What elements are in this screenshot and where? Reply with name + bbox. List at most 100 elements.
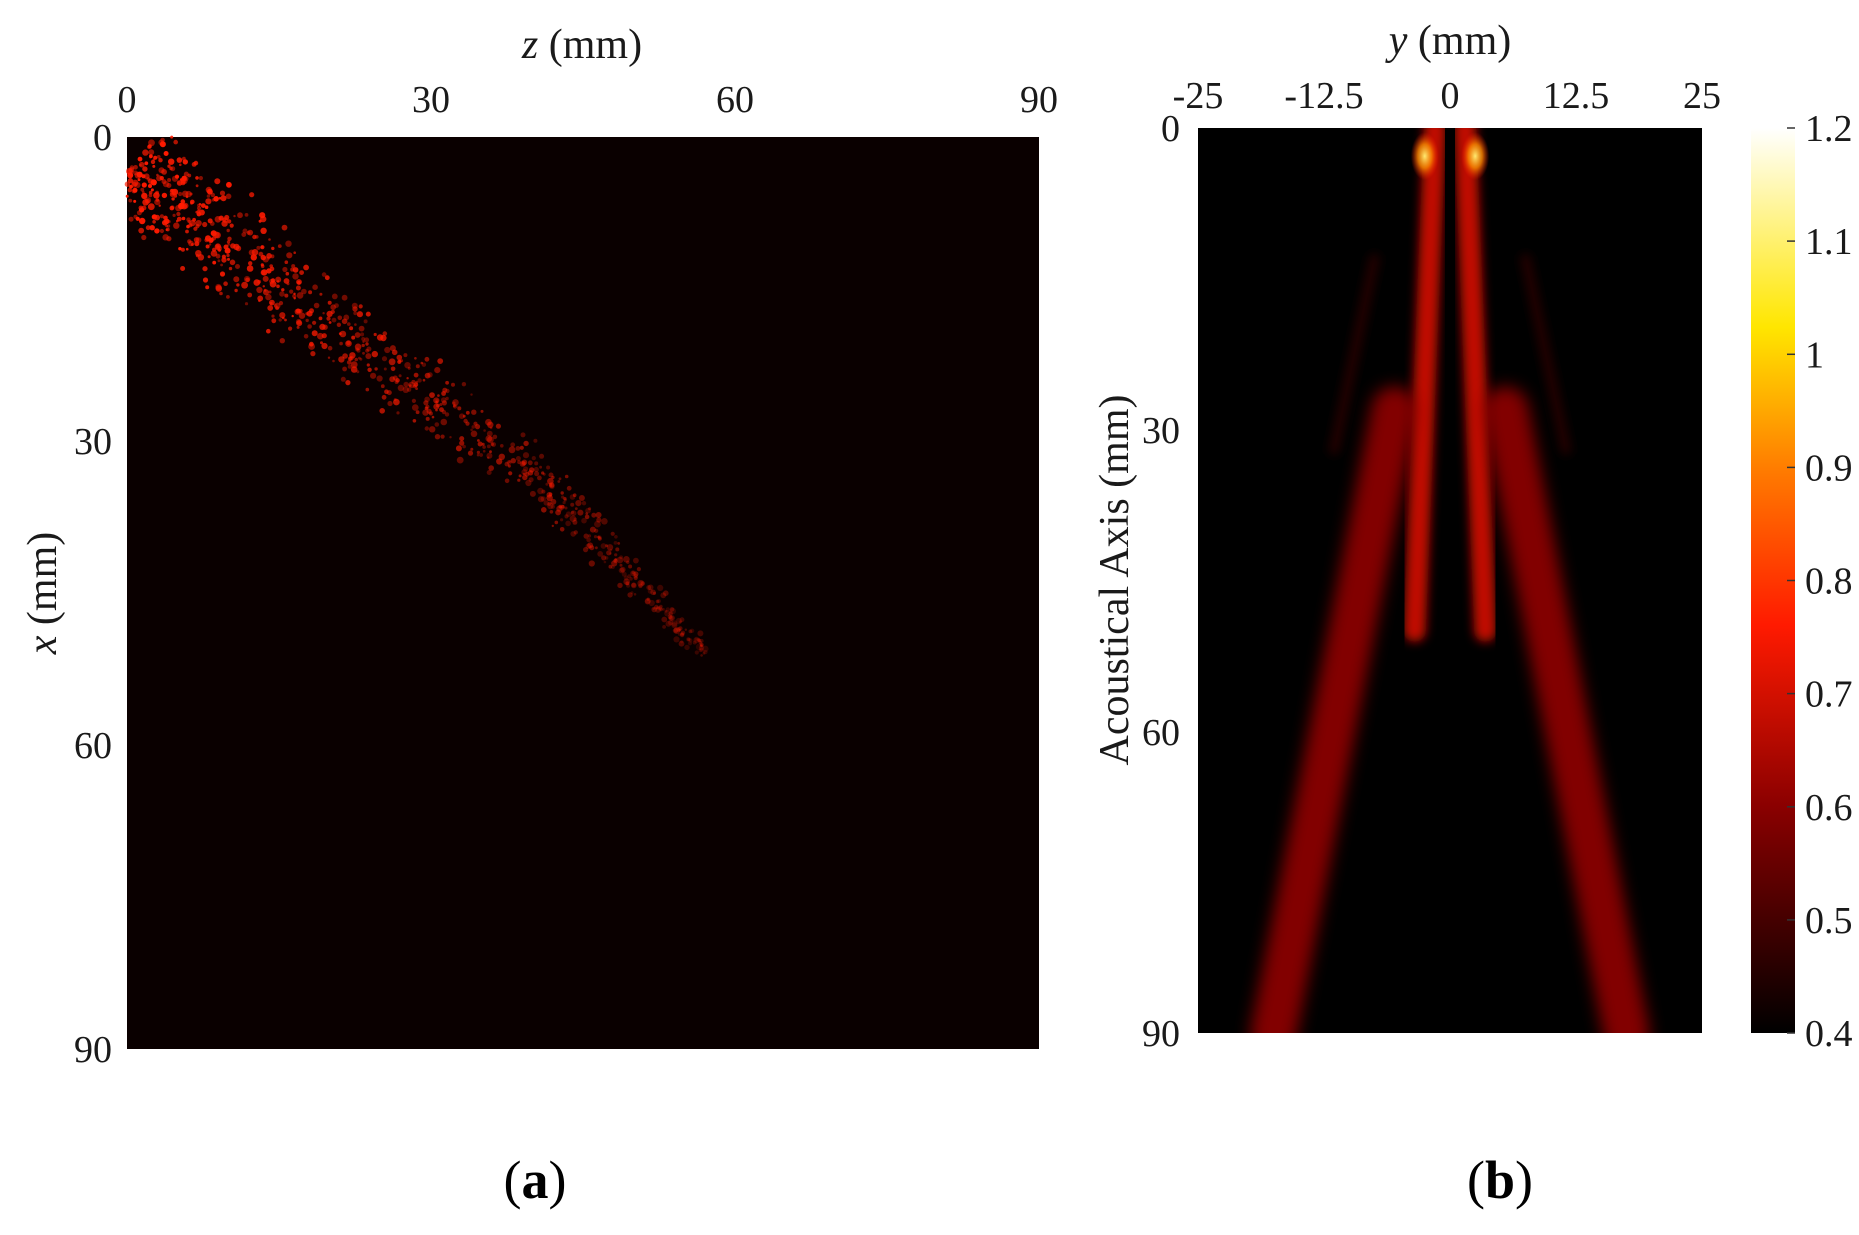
scatter-point	[597, 535, 602, 540]
scatter-point	[152, 220, 156, 224]
scatter-point	[205, 244, 210, 249]
scatter-point	[227, 257, 230, 261]
scatter-point	[500, 444, 504, 448]
scatter-point	[517, 460, 521, 465]
scatter-point	[197, 206, 202, 211]
scatter-point	[614, 535, 618, 539]
scatter-point	[156, 175, 163, 182]
scatter-point	[187, 239, 192, 244]
scatter-point	[699, 647, 704, 653]
scatter-point	[190, 199, 195, 205]
panel-label-a: (a)	[504, 1150, 567, 1210]
scatter-point	[490, 442, 494, 446]
panel-label-b: (b)	[1467, 1150, 1533, 1210]
scatter-point	[575, 500, 582, 507]
scatter-point	[241, 232, 247, 238]
scatter-point	[439, 407, 444, 412]
scatter-point	[431, 415, 435, 419]
scatter-point	[440, 397, 447, 403]
scatter-point	[510, 458, 516, 464]
scatter-point	[150, 188, 154, 192]
scatter-point	[487, 436, 494, 444]
hotspot-2	[1461, 132, 1490, 181]
scatter-point	[614, 553, 618, 557]
scatter-point	[537, 496, 545, 503]
scatter-point	[258, 219, 262, 223]
scatter-point	[652, 607, 655, 610]
scatter-point	[235, 264, 240, 269]
scatter-point	[403, 381, 409, 388]
scatter-point	[459, 413, 465, 420]
scatter-point	[156, 173, 159, 177]
scatter-point	[667, 614, 673, 620]
scatter-point	[585, 512, 588, 515]
scatter-point	[583, 533, 589, 539]
scatter-point	[609, 548, 613, 552]
scatter-point	[269, 299, 275, 306]
scatter-point	[317, 332, 324, 340]
scatter-point	[181, 216, 186, 221]
scatter-point	[226, 181, 232, 188]
scatter-point	[271, 318, 277, 324]
scatter-point	[284, 260, 289, 265]
scatter-point	[241, 281, 249, 289]
scatter-point	[445, 396, 449, 401]
scatter-point	[144, 161, 149, 166]
scatter-point	[382, 331, 388, 336]
scatter-point	[214, 178, 221, 185]
scatter-point	[564, 506, 568, 510]
scatter-point	[318, 316, 323, 321]
scatter-point	[352, 306, 358, 312]
scatter-point	[470, 393, 473, 396]
scatter-point	[495, 423, 501, 429]
scatter-point	[471, 409, 477, 415]
scatter-point	[700, 644, 703, 648]
scatter-point	[540, 496, 546, 502]
scatter-point	[361, 343, 365, 348]
scatter-point	[143, 173, 150, 180]
scatter-point	[324, 275, 330, 281]
scatter-point	[611, 560, 618, 567]
scatter-point	[148, 190, 153, 195]
hotspot-1	[1410, 132, 1439, 181]
scatter-point	[413, 382, 419, 388]
scatter-point	[328, 321, 332, 324]
scatter-point	[630, 570, 636, 577]
scatter-point	[331, 317, 337, 323]
scatter-point	[550, 504, 555, 509]
scatter-point	[404, 362, 411, 369]
beam-side-right	[1520, 253, 1571, 455]
scatter-point	[415, 380, 419, 384]
scatter-point	[174, 174, 180, 179]
scatter-point	[260, 227, 267, 234]
scatter-point	[321, 342, 328, 350]
scatter-point	[228, 266, 233, 271]
scatter-point	[657, 584, 664, 592]
scatter-point	[137, 156, 143, 162]
scatter-point	[413, 372, 419, 378]
scatter-point	[267, 256, 271, 260]
plot-area-a	[127, 137, 1039, 1049]
scatter-point	[180, 266, 186, 271]
scatter-point	[393, 398, 397, 402]
scatter-point	[370, 372, 377, 379]
scatter-point	[301, 288, 307, 295]
scatter-point	[161, 179, 167, 185]
scatter-point	[646, 585, 652, 590]
scatter-point	[292, 267, 299, 273]
scatter-point	[219, 271, 226, 277]
scatter-point	[441, 400, 447, 406]
scatter-point	[305, 318, 309, 323]
scatter-point	[172, 213, 176, 217]
scatter-point	[148, 184, 152, 188]
scatter-point	[389, 376, 396, 383]
scatter-point	[569, 515, 577, 522]
scatter-point	[133, 199, 137, 203]
scatter-point	[424, 396, 430, 403]
scatter-point	[619, 555, 623, 560]
scatter-point	[671, 622, 678, 629]
scatter-point	[188, 223, 193, 228]
scatter-point	[529, 490, 536, 497]
scatter-point	[332, 359, 335, 363]
scatter-point	[193, 160, 199, 166]
